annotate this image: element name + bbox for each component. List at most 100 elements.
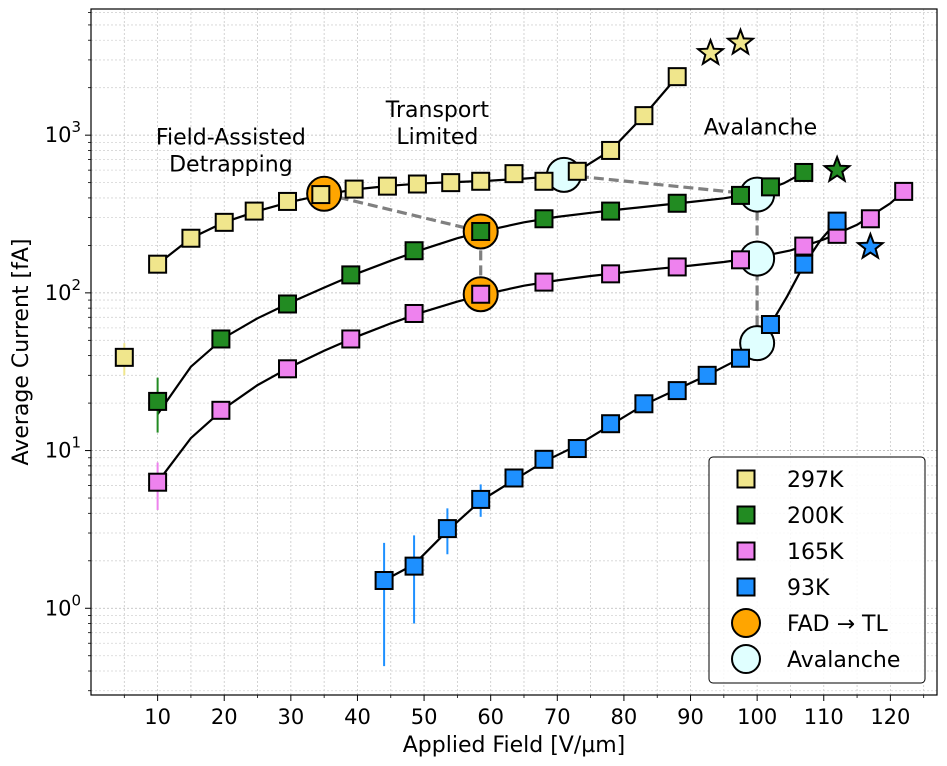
y-tick-label: 102	[45, 276, 81, 305]
data-point-297K	[278, 191, 298, 211]
data-point-297K	[601, 140, 621, 160]
data-point-93K	[730, 348, 750, 368]
y-tick-label: 103	[45, 118, 81, 147]
region-annotations: Field-Assisted Detrapping Transport Limited…	[156, 98, 817, 178]
data-point-165K	[601, 264, 621, 284]
data-point-165K	[794, 236, 814, 256]
data-point-93K	[437, 519, 457, 539]
annotation-line: Field-Assisted	[156, 126, 306, 151]
data-point-165K	[534, 272, 554, 292]
data-point-297K	[504, 164, 524, 184]
axes: 10 20 30 40 50 60 70 80 90 100 110 120 100 101 102 103	[45, 12, 925, 729]
data-point-93K	[601, 414, 621, 434]
y-axis-title: Average Current [fA]	[9, 239, 34, 466]
breakdown-star-297K-b	[695, 37, 726, 66]
data-point-93K	[667, 381, 687, 401]
x-tick-label: 10	[144, 705, 171, 729]
x-tick-label: 110	[804, 705, 844, 729]
legend-label: 200K	[787, 504, 844, 529]
legend-label: FAD → TL	[787, 612, 888, 637]
data-point-297K	[214, 212, 234, 232]
legend-marker-Avalanche	[731, 644, 761, 674]
data-point-93K	[567, 439, 587, 459]
legend-marker-200K	[736, 505, 756, 525]
data-point-165K	[148, 472, 168, 492]
x-tick-label: 20	[211, 705, 238, 729]
data-point-165K	[278, 359, 298, 379]
legend-label: 297K	[787, 468, 844, 493]
data-point-165K	[860, 209, 880, 229]
legend-marker-297K	[736, 469, 756, 489]
data-point-297K	[634, 106, 654, 126]
y-tick-label: 100	[45, 591, 81, 620]
data-point-93K	[827, 211, 847, 231]
data-point-297K	[377, 176, 397, 196]
data-point-165K	[894, 181, 914, 201]
x-tick-label: 80	[611, 705, 638, 729]
legend-marker-93K	[736, 577, 756, 597]
data-point-200K	[760, 177, 780, 197]
data-point-200K	[211, 329, 231, 349]
legend-label: Avalanche	[787, 648, 900, 673]
data-point-297K	[567, 161, 587, 181]
annotation-1: Transport Limited	[385, 98, 490, 150]
data-point-200K	[534, 209, 554, 229]
y-tick-label: 101	[45, 434, 81, 463]
dashed-path-Avalanche	[563, 173, 759, 344]
x-tick-label: 30	[277, 705, 304, 729]
legend-box	[708, 456, 926, 684]
data-point-200K	[278, 294, 298, 314]
data-point-297K	[441, 173, 461, 193]
data-point-297K	[148, 254, 168, 274]
data-point-93K	[504, 468, 524, 488]
data-point-93K	[794, 254, 814, 274]
x-tick-label: 40	[344, 705, 371, 729]
data-point-93K	[471, 489, 491, 509]
data-point-165K	[404, 303, 424, 323]
data-point-200K	[341, 265, 361, 285]
data-markers	[114, 26, 914, 667]
annotation-line: Avalanche	[704, 115, 817, 140]
x-tick-label: 100	[737, 705, 777, 729]
data-point-165K	[667, 257, 687, 277]
x-tick-label: 120	[870, 705, 910, 729]
data-point-200K	[471, 221, 491, 241]
plot-frame	[90, 8, 938, 696]
data-point-93K	[534, 449, 554, 469]
data-point-93K	[697, 365, 717, 385]
data-point-297K	[244, 201, 264, 221]
data-point-297K	[667, 67, 687, 87]
data-point-200K	[601, 201, 621, 221]
dashed-path-FAD → TL	[323, 192, 483, 295]
data-point-200K	[148, 391, 168, 411]
data-point-165K	[341, 329, 361, 349]
annotation-line: Limited	[396, 125, 478, 150]
data-point-297K	[114, 347, 134, 367]
x-tick-label: 60	[477, 705, 504, 729]
transition-dashed-lines	[323, 173, 759, 344]
data-point-165K	[211, 400, 231, 420]
annotation-line: Transport	[385, 98, 490, 123]
data-point-200K	[404, 241, 424, 261]
data-point-93K	[374, 570, 394, 590]
x-tick-label: 90	[677, 705, 704, 729]
data-point-297K	[311, 185, 331, 205]
legend-marker-FAD → TL	[731, 608, 761, 638]
data-point-165K	[471, 284, 491, 304]
breakdown-star-93K	[855, 231, 886, 260]
data-point-297K	[181, 228, 201, 248]
legend: 297K 200K 165K 93K FAD → TL Avalanche	[708, 456, 926, 684]
legend-label: 165K	[787, 540, 844, 565]
x-tick-label: 70	[544, 705, 571, 729]
data-point-297K	[534, 171, 554, 191]
legend-label: 93K	[787, 576, 830, 601]
data-point-93K	[404, 556, 424, 576]
data-point-297K	[344, 179, 364, 199]
data-point-297K	[407, 174, 427, 194]
data-point-93K	[760, 315, 780, 335]
x-axis-title: Applied Field [V/µm]	[403, 733, 626, 758]
legend-marker-165K	[736, 541, 756, 561]
data-point-297K	[471, 171, 491, 191]
data-point-200K	[794, 162, 814, 182]
